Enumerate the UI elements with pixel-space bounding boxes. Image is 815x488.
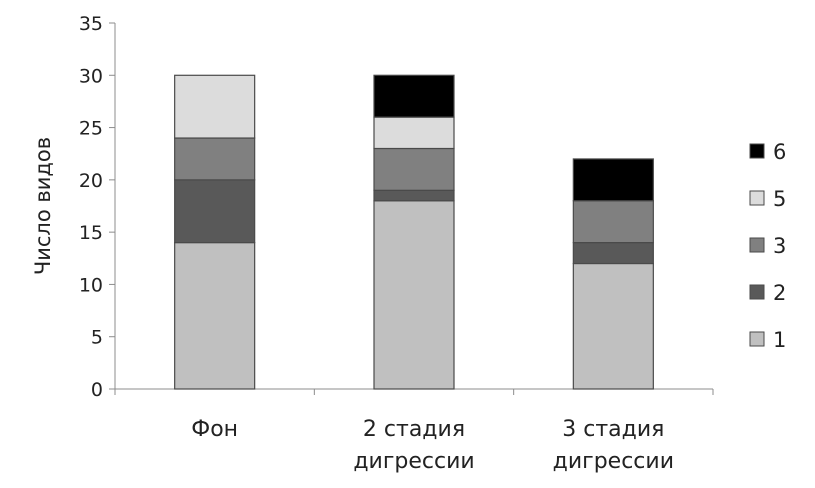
- x-axis: Фон 2 стадия дигрессии 3 стадия дигрессии: [114, 388, 714, 474]
- y-tick-label: 30: [79, 65, 103, 87]
- bar-segment-series-2: [174, 179, 256, 244]
- bar-segment-series-3: [373, 147, 455, 191]
- category-label: Фон: [191, 417, 238, 442]
- legend-swatch: [749, 237, 765, 253]
- legend-swatch: [749, 143, 765, 159]
- category-label: дигрессии: [353, 449, 474, 474]
- bar-segment-series-6: [373, 74, 455, 118]
- bar-segment-series-1: [174, 242, 256, 390]
- bar-segment-series-3: [174, 137, 256, 181]
- bars: [174, 74, 654, 390]
- bar-segment-series-5: [174, 74, 256, 139]
- legend-label: 3: [773, 234, 786, 258]
- bar-segment-series-1: [572, 262, 654, 390]
- y-tick-label: 10: [79, 274, 103, 296]
- y-tick-label: 0: [91, 379, 103, 401]
- legend-swatch: [749, 331, 765, 347]
- category-label: 2 стадия: [363, 417, 465, 442]
- legend-label: 5: [773, 187, 786, 211]
- y-tick-label: 5: [91, 327, 103, 349]
- bar-segment-series-1: [373, 200, 455, 390]
- y-tick-label: 15: [79, 222, 103, 244]
- legend-swatch: [749, 190, 765, 206]
- bar-segment-series-2: [572, 242, 654, 265]
- y-axis: 0 5 10 15 20 25 30 35: [79, 13, 116, 401]
- bar-segment-series-2: [373, 189, 455, 202]
- y-tick-label: 35: [79, 13, 103, 35]
- legend-label: 2: [773, 281, 786, 305]
- category-label: дигрессии: [553, 449, 674, 474]
- bar-segment-series-6: [572, 158, 654, 202]
- category-label: 3 стадия: [562, 417, 664, 442]
- bar-segment-series-5: [373, 116, 455, 150]
- legend-label: 1: [773, 328, 786, 352]
- legend-label: 6: [773, 140, 786, 164]
- legend-swatch: [749, 284, 765, 300]
- y-tick-label: 20: [79, 170, 103, 192]
- legend: 6 5 3 2 1: [749, 140, 786, 352]
- y-axis-label: Число видов: [31, 137, 55, 275]
- y-tick-label: 25: [79, 118, 103, 140]
- bar-segment-series-3: [572, 200, 654, 244]
